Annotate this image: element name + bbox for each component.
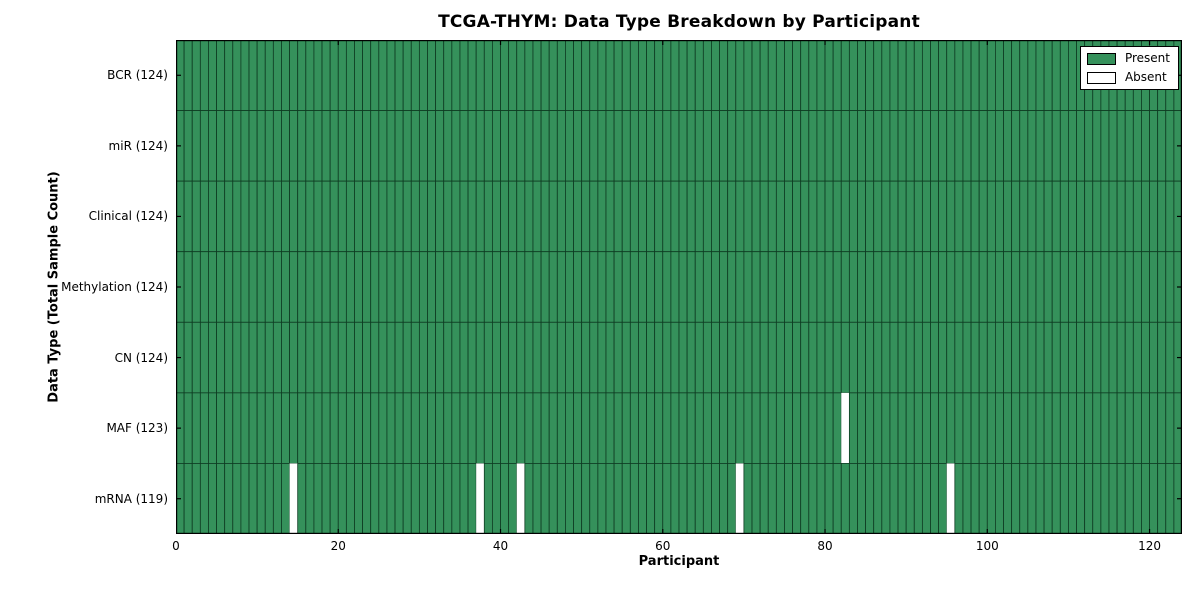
x-axis-label: Participant bbox=[638, 554, 720, 569]
legend-label: Absent bbox=[1124, 70, 1167, 84]
x-tick-label: 40 bbox=[492, 539, 509, 553]
y-tick-label: BCR (124) bbox=[107, 68, 168, 83]
y-tick-label: Methylation (124) bbox=[61, 280, 168, 294]
legend-label: Present bbox=[1124, 51, 1170, 65]
legend-item: Present bbox=[1086, 51, 1170, 65]
y-tick-label: MAF (123) bbox=[106, 421, 168, 436]
y-tick-label: miR (124) bbox=[108, 138, 168, 153]
legend-swatch-icon bbox=[1086, 71, 1116, 84]
legend-item: Absent bbox=[1086, 70, 1170, 84]
x-tick-label: 60 bbox=[655, 539, 671, 553]
y-tick-label: CN (124) bbox=[114, 350, 168, 365]
chart-title: TCGA-THYM: Data Type Breakdown by Partic… bbox=[438, 12, 920, 32]
x-tick-label: 20 bbox=[330, 539, 346, 553]
plot-area: Present Absent bbox=[176, 40, 1182, 534]
x-tick-label: 120 bbox=[1138, 539, 1161, 553]
legend-swatch-icon bbox=[1086, 52, 1116, 65]
heatmap-grid bbox=[176, 40, 1182, 534]
x-tick-label: 0 bbox=[172, 539, 180, 553]
y-tick-label: Clinical (124) bbox=[88, 209, 168, 224]
y-tick-label: mRNA (119) bbox=[94, 491, 168, 506]
legend: Present Absent bbox=[1079, 46, 1179, 90]
x-tick-label: 80 bbox=[817, 539, 833, 553]
x-tick-label: 100 bbox=[975, 539, 999, 553]
